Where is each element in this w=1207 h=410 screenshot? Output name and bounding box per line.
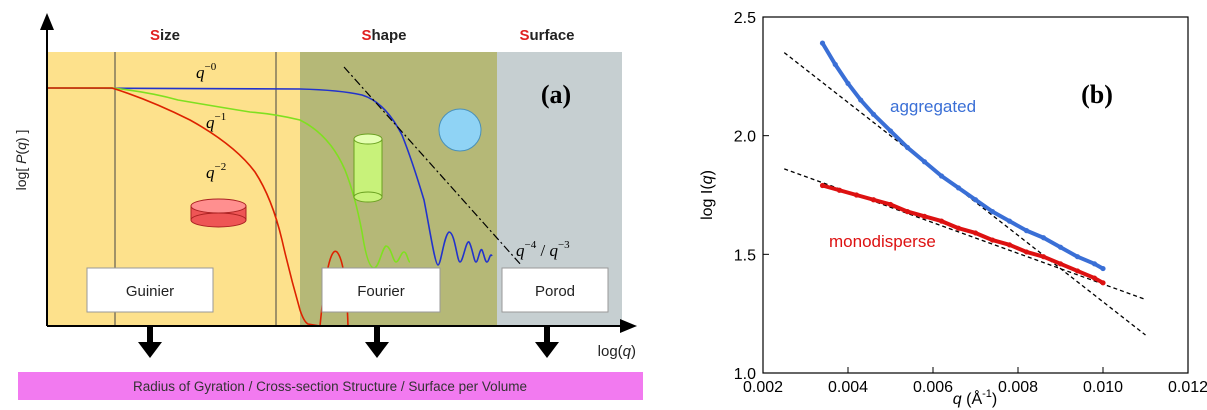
fourier-down-arrow: [365, 326, 389, 358]
y-tick-label: 2.5: [734, 10, 756, 27]
panel-b-label: (b): [1081, 80, 1113, 109]
data-point-aggregated: [832, 61, 838, 68]
data-point-monodisperse: [1057, 261, 1064, 267]
svg-text:Guinier: Guinier: [126, 283, 174, 300]
data-point-aggregated: [858, 97, 864, 103]
x-tick-label: 0.008: [998, 379, 1038, 396]
data-point-aggregated: [870, 111, 877, 117]
data-point-aggregated: [1100, 265, 1106, 272]
data-point-aggregated: [938, 173, 945, 179]
series-label-aggregated: aggregated: [890, 97, 976, 116]
data-point-monodisperse: [1091, 275, 1098, 281]
panel-a: Size Shape Surface (a) q−0 q−1 q−2 q−4 /…: [13, 13, 643, 400]
label-q1: q−1: [206, 111, 226, 132]
porod-slope-line: [343, 66, 523, 267]
data-point-aggregated: [819, 40, 826, 46]
label-q0: q−0: [196, 61, 217, 82]
svg-text:Fourier: Fourier: [357, 283, 405, 300]
data-point-monodisperse: [938, 218, 945, 224]
panel-b-x-label: q (Å-1): [953, 388, 997, 408]
panel-a-label: (a): [541, 80, 571, 109]
data-point-aggregated: [1091, 261, 1098, 267]
summary-banner-text: Radius of Gyration / Cross-section Struc…: [133, 379, 527, 394]
data-point-aggregated: [1057, 244, 1064, 250]
data-point-monodisperse: [989, 237, 996, 243]
series-label-monodisperse: monodisperse: [829, 232, 936, 251]
region-label-shape: Shape: [361, 27, 406, 44]
x-tick-label: 0.012: [1168, 379, 1207, 396]
panel-b: 0.002 0.004 0.006 0.008 0.010 0.012 1.0 1.5 2.0 2…: [699, 10, 1207, 408]
panel-a-y-arrow: [40, 13, 54, 30]
data-point-aggregated: [1040, 235, 1047, 241]
data-point-aggregated: [972, 197, 979, 203]
disk-icon: [190, 198, 247, 228]
fourier-box: Fourier: [321, 267, 441, 313]
data-point-aggregated: [1023, 228, 1030, 234]
porod-box: Porod: [501, 267, 609, 313]
panel-b-y-label: log I(q): [699, 170, 716, 220]
label-q4-q3: q−4 / q−3: [516, 239, 570, 260]
data-point-monodisperse: [1023, 249, 1030, 255]
sphere-icon: [438, 108, 482, 152]
data-point-aggregated: [921, 159, 928, 165]
data-point-aggregated: [845, 80, 851, 87]
panel-a-x-arrow: [620, 319, 637, 333]
data-point-aggregated: [904, 144, 911, 151]
panel-a-y-label: log[ P(q) ]: [13, 130, 29, 191]
curve-q2-disk: [47, 87, 349, 327]
x-tick-label: 0.002: [743, 379, 783, 396]
plot-frame: [762, 16, 1189, 374]
curve-q1-cylinder: [47, 87, 411, 269]
x-tick-label: 0.006: [913, 379, 953, 396]
data-point-aggregated: [989, 209, 996, 215]
region-label-surface: Surface: [519, 27, 574, 44]
data-point-monodisperse: [921, 213, 928, 219]
data-point-monodisperse: [1100, 280, 1106, 286]
x-tick-label: 0.010: [1083, 379, 1123, 396]
svg-text:Porod: Porod: [535, 283, 575, 300]
data-point-monodisperse: [836, 187, 843, 193]
data-point-monodisperse: [1006, 242, 1013, 248]
data-point-aggregated: [1074, 254, 1081, 260]
summary-banner: [18, 372, 643, 400]
guinier-down-arrow: [138, 326, 162, 358]
y-tick-label: 1.5: [734, 247, 756, 264]
data-series: [819, 40, 1106, 286]
y-tick-label: 2.0: [734, 129, 756, 146]
data-point-aggregated: [1006, 218, 1013, 224]
porod-down-arrow: [535, 326, 559, 358]
tick-group: 0.002 0.004 0.006 0.008 0.010 0.012 1.0 1.5 2.0 2…: [734, 10, 1207, 396]
x-tick-label: 0.004: [828, 379, 868, 396]
y-tick-label: 1.0: [734, 366, 756, 383]
region-label-size: Size: [150, 27, 180, 44]
data-point-monodisperse: [819, 182, 826, 189]
data-point-monodisperse: [1040, 254, 1047, 260]
data-point-monodisperse: [972, 230, 979, 236]
data-point-monodisperse: [904, 209, 911, 215]
curve-q0-sphere: [46, 87, 493, 266]
label-q2: q−2: [206, 161, 226, 182]
data-point-aggregated: [955, 185, 962, 191]
cylinder-icon: [353, 133, 383, 203]
panel-a-x-label: log(q): [598, 343, 636, 360]
data-point-monodisperse: [887, 201, 894, 208]
guinier-box: Guinier: [86, 267, 214, 313]
data-point-aggregated: [887, 128, 894, 134]
data-point-monodisperse: [1074, 268, 1081, 274]
data-point-monodisperse: [853, 192, 860, 198]
data-point-monodisperse: [955, 225, 962, 231]
series-line-monodisperse: [820, 183, 1105, 285]
data-point-monodisperse: [870, 197, 877, 203]
